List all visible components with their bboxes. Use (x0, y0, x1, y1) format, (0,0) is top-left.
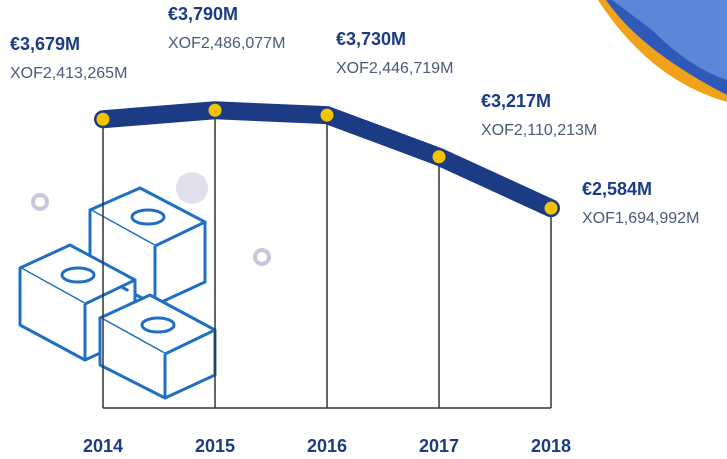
point (96, 112, 110, 126)
x-tick-label: 2014 (83, 436, 123, 456)
value-label: €3,730M (336, 29, 406, 49)
value-label: €2,584M (582, 179, 652, 199)
decoration (18, 0, 727, 400)
secondary-label: XOF2,110,213M (481, 122, 597, 139)
x-tick-label: 2017 (419, 436, 459, 456)
x-tick-label: 2018 (531, 436, 571, 456)
x-tick-label: 2016 (307, 436, 347, 456)
point (432, 150, 446, 164)
secondary-label: XOF2,486,077M (168, 35, 285, 52)
secondary-label: XOF2,413,265M (10, 65, 127, 82)
point (320, 108, 334, 122)
point (208, 103, 222, 117)
secondary-label: XOF1,694,992M (582, 210, 699, 227)
secondary-label: XOF2,446,719M (336, 60, 453, 77)
value-label: €3,217M (481, 91, 551, 111)
x-tick-label: 2015 (195, 436, 235, 456)
value-label: €3,679M (10, 34, 80, 54)
value-label: €3,790M (168, 4, 238, 24)
point (544, 201, 558, 215)
